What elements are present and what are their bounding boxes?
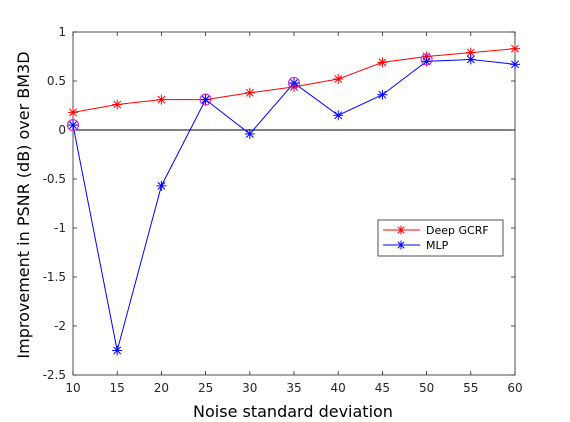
y-tick-label: -2: [54, 319, 66, 333]
x-tick-label: 45: [375, 381, 390, 395]
series-point-mlp: [289, 77, 299, 88]
x-tick-label: 50: [419, 381, 434, 395]
series-point-mlp: [156, 180, 167, 191]
highlight-circle: [66, 118, 80, 132]
series-point-deep-gcrf: [68, 107, 78, 118]
x-tick-label: 55: [463, 381, 478, 395]
series-point-mlp: [465, 54, 476, 65]
series-point-deep-gcrf: [244, 87, 255, 98]
legend-label-mlp: MLP: [426, 239, 449, 252]
y-tick-label: 0: [58, 123, 66, 137]
x-tick-label: 60: [507, 381, 522, 395]
legend-marker-deep-gcrf: [396, 225, 406, 235]
legend-marker-mlp: [396, 240, 406, 250]
y-tick-label: 0.5: [47, 74, 66, 88]
series-point-deep-gcrf: [112, 99, 123, 110]
x-axis-title: Noise standard deviation: [193, 402, 393, 421]
y-tick-label: -2.5: [43, 368, 66, 382]
highlight-layer: [66, 53, 433, 132]
series-point-deep-gcrf: [510, 43, 520, 54]
y-tick-label: -0.5: [43, 172, 66, 186]
series-layer: [68, 43, 520, 356]
y-tick-label: -1.5: [43, 270, 66, 284]
x-tick-label: 15: [110, 381, 125, 395]
x-tick-label: 10: [65, 381, 80, 395]
x-tick-label: 35: [286, 381, 301, 395]
x-tick-label: 25: [198, 381, 213, 395]
series-point-mlp: [244, 128, 255, 139]
x-tick-label: 40: [331, 381, 346, 395]
x-tick-label: 20: [154, 381, 169, 395]
legend-box: [377, 219, 504, 257]
highlight-circle: [420, 53, 433, 66]
series-point-deep-gcrf: [333, 74, 344, 85]
x-axis-ticks: 10 15 20 25 30 35 40 45 50 55 60: [65, 32, 523, 395]
series-point-mlp: [333, 110, 344, 121]
y-axis-ticks: 1 0.5 0 -0.5 -1 -1.5 -2 -2.5: [43, 25, 515, 382]
series-point-mlp: [510, 59, 520, 70]
series-point-mlp: [112, 345, 123, 356]
legend-label-deep-gcrf: Deep GCRF: [426, 224, 489, 237]
series-point-mlp: [68, 120, 78, 131]
series-point-deep-gcrf: [377, 57, 388, 68]
y-tick-label: -1: [54, 221, 66, 235]
series-point-deep-gcrf: [465, 47, 476, 58]
series-point-mlp: [377, 89, 388, 100]
y-axis-title: Improvement in PSNR (dB) over BM3D: [14, 51, 33, 358]
legend: Deep GCRF MLP: [377, 219, 504, 257]
series-point-mlp: [200, 94, 211, 105]
y-tick-label: 1: [58, 25, 66, 39]
highlight-circle: [287, 76, 301, 90]
series-point-deep-gcrf: [156, 94, 167, 105]
highlight-circle: [199, 93, 212, 106]
x-tick-label: 30: [242, 381, 257, 395]
